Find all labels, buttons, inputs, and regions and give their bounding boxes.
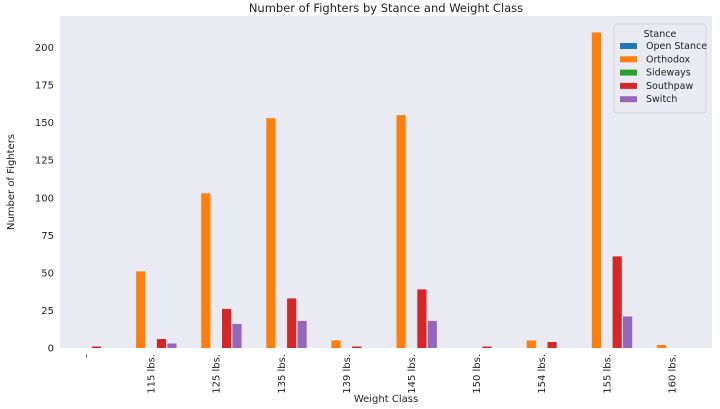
x-tick-label: 155 lbs. (602, 354, 613, 394)
bar (352, 346, 362, 348)
bar (91, 346, 101, 348)
legend-items: Open Stance Orthodox Sideways Southpaw Switc… (620, 41, 707, 105)
bar (482, 346, 492, 348)
bar (232, 323, 242, 348)
bar (287, 298, 297, 348)
legend-title: Stance (644, 29, 677, 40)
x-axis-label: Weight Class (354, 394, 418, 405)
legend-label: Orthodox (646, 54, 690, 65)
legend-swatch (620, 82, 637, 89)
x-tick-label: 145 lbs. (407, 354, 418, 394)
x-tick-label: - (82, 354, 93, 358)
bar (297, 320, 307, 348)
y-axis: 0 25 50 75 100 125 150 175 200 (35, 43, 54, 354)
y-tick-label: 75 (41, 231, 54, 242)
bar (201, 193, 211, 348)
bar (167, 343, 177, 348)
legend-swatch (620, 56, 637, 63)
legend-swatch (620, 43, 637, 49)
legend-label: Southpaw (646, 81, 693, 92)
x-tick-label: 160 lbs. (667, 354, 678, 394)
x-tick-label: 135 lbs. (277, 354, 288, 394)
x-tick-label: 139 lbs. (342, 354, 353, 394)
y-tick-label: 200 (35, 43, 54, 54)
bar (156, 338, 167, 348)
legend: Stance Open Stance Orthodox Sideways Southp… (613, 23, 707, 114)
bar (591, 32, 601, 349)
bar (266, 118, 276, 349)
chart-title: Number of Fighters by Stance and Weight … (249, 1, 523, 15)
y-tick-label: 125 (35, 156, 54, 167)
x-tick-label: 125 lbs. (212, 354, 223, 394)
bar (136, 271, 146, 348)
plot-background (60, 16, 712, 348)
bar (547, 341, 557, 348)
bar (417, 289, 427, 348)
legend-label: Open Stance (646, 41, 707, 52)
legend-swatch (620, 96, 637, 103)
y-tick-label: 150 (35, 118, 54, 129)
bars-group (91, 32, 667, 349)
bar (656, 345, 667, 348)
legend-label: Sideways (646, 68, 691, 79)
bar (526, 340, 536, 348)
x-tick-label: 154 lbs. (537, 354, 548, 394)
bar (612, 256, 622, 348)
legend-label: Switch (646, 94, 677, 105)
y-tick-label: 25 (41, 306, 54, 317)
bar (331, 340, 341, 348)
legend-swatch (620, 69, 637, 76)
y-tick-label: 100 (35, 193, 54, 204)
x-tick-label: 150 lbs. (472, 354, 483, 394)
y-tick-label: 50 (41, 268, 54, 279)
bar (623, 316, 633, 348)
y-axis-label: Number of Fighters (6, 134, 17, 230)
x-axis: - 115 lbs. 125 lbs. 135 lbs. 139 lbs. 145 lbs… (82, 354, 679, 394)
bar (427, 320, 437, 348)
bar (396, 115, 406, 349)
x-tick-label: 115 lbs. (147, 354, 158, 394)
y-tick-label: 175 (35, 81, 54, 92)
y-tick-label: 0 (48, 344, 54, 355)
bar (222, 308, 232, 348)
